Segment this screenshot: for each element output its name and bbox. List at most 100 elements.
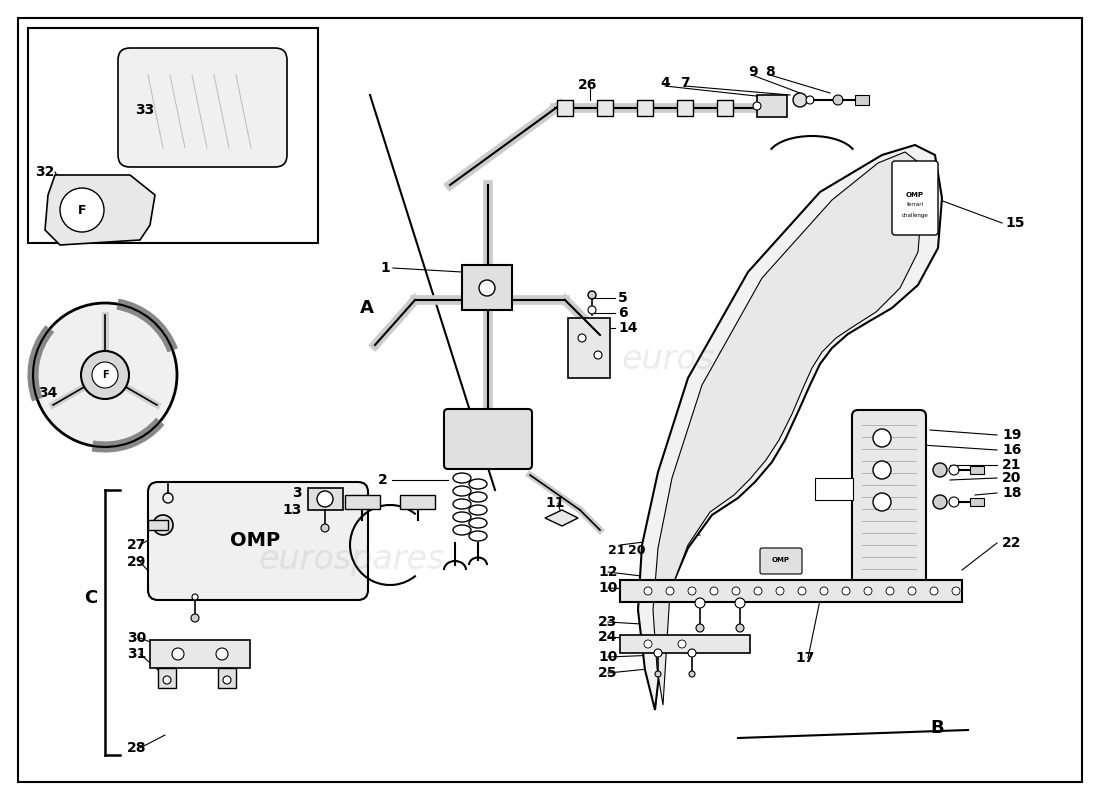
Circle shape	[952, 587, 960, 595]
Bar	[815, 478, 852, 500]
Circle shape	[192, 594, 198, 600]
Text: 21: 21	[608, 543, 626, 557]
Text: A: A	[360, 299, 374, 317]
Circle shape	[736, 624, 744, 632]
Text: 27: 27	[126, 538, 146, 552]
Text: 15: 15	[1005, 216, 1024, 230]
Text: 30: 30	[126, 631, 146, 645]
Circle shape	[317, 491, 333, 507]
Circle shape	[321, 524, 329, 532]
Text: 16: 16	[1002, 443, 1022, 457]
Circle shape	[688, 649, 696, 657]
Text: ferrari: ferrari	[906, 202, 924, 207]
Bar	[676, 100, 693, 116]
Text: 21: 21	[1002, 458, 1022, 472]
Bar	[855, 95, 869, 105]
Text: eurospares: eurospares	[258, 543, 446, 577]
Circle shape	[873, 461, 891, 479]
Text: 14: 14	[618, 321, 638, 335]
Text: 3: 3	[293, 486, 303, 500]
Text: 34: 34	[39, 386, 57, 400]
Text: 20: 20	[1002, 471, 1022, 485]
Text: 33: 33	[135, 103, 154, 117]
Text: 29: 29	[126, 555, 146, 569]
Circle shape	[949, 465, 959, 475]
Polygon shape	[45, 175, 155, 245]
Circle shape	[223, 676, 231, 684]
Bar	[620, 580, 962, 602]
Text: 13: 13	[283, 503, 302, 517]
Bar	[597, 100, 613, 116]
Bar	[308, 488, 343, 510]
Text: 20: 20	[628, 543, 646, 557]
Circle shape	[732, 587, 740, 595]
Circle shape	[689, 671, 695, 677]
FancyBboxPatch shape	[892, 161, 938, 235]
Text: F: F	[101, 370, 108, 380]
Text: 24: 24	[598, 630, 617, 644]
Text: OMP: OMP	[772, 557, 790, 563]
FancyBboxPatch shape	[118, 48, 287, 167]
Text: OMP: OMP	[906, 192, 924, 198]
Text: 5: 5	[618, 291, 628, 305]
Circle shape	[820, 587, 828, 595]
Bar	[150, 640, 250, 668]
Bar	[28, 28, 318, 243]
Polygon shape	[638, 145, 942, 710]
Text: 7: 7	[680, 76, 690, 90]
FancyBboxPatch shape	[148, 482, 368, 600]
Circle shape	[949, 497, 959, 507]
Text: 32: 32	[35, 165, 54, 179]
Text: challenge: challenge	[902, 213, 928, 218]
Circle shape	[644, 587, 652, 595]
Circle shape	[798, 587, 806, 595]
Circle shape	[735, 598, 745, 608]
Circle shape	[644, 640, 652, 648]
Text: C: C	[84, 589, 97, 607]
Circle shape	[588, 291, 596, 299]
Bar	[462, 265, 512, 310]
Circle shape	[654, 671, 661, 677]
Circle shape	[873, 429, 891, 447]
Text: 26: 26	[578, 78, 597, 92]
Circle shape	[933, 463, 947, 477]
FancyBboxPatch shape	[852, 410, 926, 584]
Bar	[158, 668, 176, 688]
Circle shape	[806, 96, 814, 104]
Circle shape	[864, 587, 872, 595]
Circle shape	[588, 306, 596, 314]
Bar	[717, 100, 733, 116]
Bar	[148, 520, 168, 530]
Circle shape	[933, 495, 947, 509]
Circle shape	[92, 362, 118, 388]
Text: eurospares: eurospares	[621, 343, 808, 377]
Circle shape	[216, 648, 228, 660]
Circle shape	[842, 587, 850, 595]
Circle shape	[793, 93, 807, 107]
Text: B: B	[930, 719, 944, 737]
Circle shape	[172, 648, 184, 660]
Circle shape	[153, 515, 173, 535]
Circle shape	[688, 587, 696, 595]
Circle shape	[60, 188, 104, 232]
Bar	[757, 95, 786, 117]
Text: 6: 6	[618, 306, 628, 320]
Text: F: F	[78, 203, 86, 217]
FancyBboxPatch shape	[760, 548, 802, 574]
Text: 8: 8	[764, 65, 774, 79]
Bar	[970, 498, 985, 506]
Bar	[637, 100, 653, 116]
Bar	[568, 318, 611, 378]
Text: 18: 18	[1002, 486, 1022, 500]
FancyBboxPatch shape	[444, 409, 532, 469]
Circle shape	[833, 95, 843, 105]
Text: 10: 10	[598, 650, 617, 664]
Text: 1: 1	[379, 261, 389, 275]
Circle shape	[886, 587, 894, 595]
Circle shape	[695, 598, 705, 608]
Circle shape	[930, 587, 938, 595]
Bar	[218, 668, 236, 688]
Circle shape	[776, 587, 784, 595]
Circle shape	[710, 587, 718, 595]
Text: 31: 31	[126, 647, 146, 661]
